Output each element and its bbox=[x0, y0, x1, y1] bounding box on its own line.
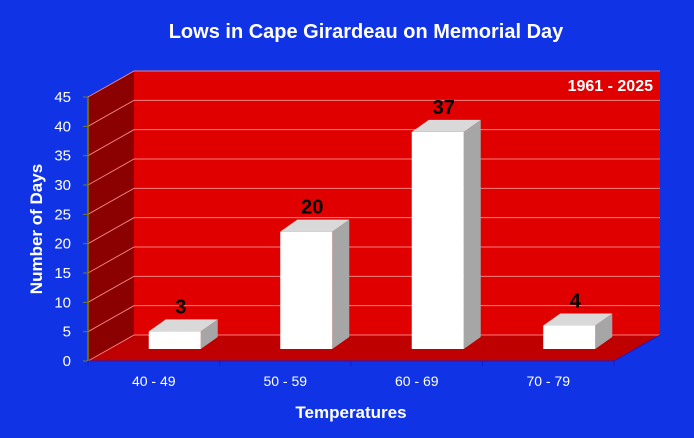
gridline bbox=[87, 246, 660, 274]
back-wall bbox=[134, 71, 660, 335]
bar-side bbox=[463, 119, 481, 349]
y-tick-label: 30 bbox=[54, 177, 71, 194]
bar-top bbox=[280, 219, 350, 232]
bar bbox=[411, 119, 481, 349]
y-tick-label: 0 bbox=[63, 353, 71, 370]
data-label: 20 bbox=[301, 197, 323, 219]
bar-top bbox=[148, 319, 218, 332]
bar-front bbox=[411, 131, 464, 349]
gridline bbox=[87, 275, 660, 303]
floor-edge-line bbox=[613, 334, 661, 362]
y-tick-label: 40 bbox=[54, 118, 71, 135]
bar bbox=[148, 319, 218, 349]
gridline bbox=[87, 129, 660, 157]
bar-top bbox=[411, 119, 481, 132]
bar-side bbox=[595, 313, 613, 349]
bar bbox=[543, 313, 613, 349]
gridline bbox=[87, 99, 660, 127]
gridline bbox=[87, 305, 660, 333]
bar-front bbox=[280, 231, 333, 349]
chart-title: Lows in Cape Girardeau on Memorial Day bbox=[169, 21, 564, 43]
gridline bbox=[87, 158, 660, 186]
x-tick-label: 50 - 59 bbox=[263, 373, 307, 389]
x-axis-ticks: 40 - 49 50 - 59 60 - 69 70 - 79 bbox=[87, 361, 615, 389]
y-tick-label: 35 bbox=[54, 148, 71, 165]
bar-top bbox=[543, 313, 613, 326]
side-wall bbox=[88, 71, 134, 361]
bar-side bbox=[200, 319, 218, 349]
bars bbox=[148, 119, 613, 349]
y-tick-label: 45 bbox=[54, 89, 71, 106]
gridline bbox=[87, 217, 660, 245]
x-tick-label: 60 - 69 bbox=[395, 373, 439, 389]
gridlines bbox=[87, 70, 660, 362]
bar-front bbox=[148, 331, 201, 349]
y-tick-label: 5 bbox=[63, 324, 71, 341]
floor bbox=[88, 335, 660, 361]
bar bbox=[280, 219, 350, 349]
bar-front bbox=[543, 325, 596, 349]
x-tick-label: 40 - 49 bbox=[132, 373, 176, 389]
y-tick-label: 10 bbox=[54, 294, 71, 311]
bar-side bbox=[332, 219, 350, 349]
y-axis-label: Number of Days bbox=[27, 164, 46, 294]
gridline bbox=[87, 187, 660, 215]
gridline bbox=[87, 334, 660, 362]
data-label: 3 bbox=[175, 296, 186, 318]
date-range-annotation: 1961 - 2025 bbox=[568, 78, 654, 95]
gridline bbox=[87, 70, 660, 98]
y-axis-ticks: 0 5 10 15 20 25 30 35 40 45 bbox=[54, 89, 88, 370]
y-tick-label: 25 bbox=[54, 206, 71, 223]
data-label: 37 bbox=[433, 97, 455, 119]
y-tick-label: 15 bbox=[54, 265, 71, 282]
x-tick-label: 70 - 79 bbox=[526, 373, 570, 389]
data-labels: 3 20 37 4 bbox=[175, 97, 582, 318]
x-axis-label: Temperatures bbox=[295, 403, 406, 422]
y-tick-label: 20 bbox=[54, 236, 71, 253]
data-label: 4 bbox=[570, 291, 582, 313]
